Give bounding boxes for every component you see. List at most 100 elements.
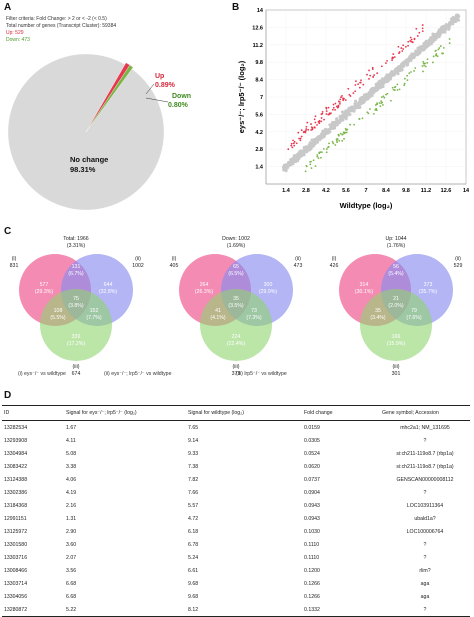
point-up [305,129,307,132]
point-down [383,96,386,99]
point-nochange [362,93,366,97]
pie-chart: Up 0.89% Down 0.80% No change 98.31% [7,53,191,211]
venn-label-i: (i) [332,256,337,262]
cell-id: 13293908 [4,437,28,444]
cell-signal-wildtype: 9.14 [188,437,199,444]
point-nochange [375,85,379,89]
point-nochange [423,41,427,45]
point-up [416,35,419,37]
panel-letter-c: C [4,226,12,237]
point-up [300,129,303,132]
venn-region-i-pct: (29.3%) [35,289,53,295]
point-down [337,133,340,136]
point-down [432,55,435,58]
point-down [442,52,444,55]
venn-region-iii: 224 [232,334,241,340]
cell-signal-wildtype: 7.65 [188,424,199,431]
point-up [313,118,316,121]
point-up [313,126,316,129]
point-nochange [284,169,288,173]
point-nochange [350,107,354,111]
cell-signal-wildtype: 9.68 [188,580,199,587]
point-down [375,107,378,110]
table-header-row: ID Signal for eys⁻/⁻; lrp5⁻/⁻ (log₂) Sig… [2,405,470,421]
cell-signal-mutant: 1.31 [66,515,77,522]
point-down [369,108,371,110]
venn-region-i-ii: 131 [72,264,81,270]
point-up [327,106,330,109]
point-up [325,113,328,115]
point-down [378,102,381,104]
cell-signal-wildtype: 5.57 [188,502,199,509]
point-up [310,126,313,129]
point-down [343,132,346,135]
down-count: Down: 473 [6,37,30,43]
venn-title: Down: 1002 [222,236,250,242]
point-nochange [434,33,438,37]
point-nochange [322,132,326,136]
point-up [343,97,345,100]
point-up [397,45,400,48]
up-count: Up: 529 [6,30,24,36]
x-tick-label: 5.6 [342,188,350,194]
point-up [290,144,293,147]
point-down [345,131,348,134]
point-down [361,117,364,120]
point-down [408,72,411,75]
cell-gene-symbol: ? [423,437,427,444]
point-nochange [370,89,374,93]
venn-region-iii-pct: (22.4%) [227,341,245,347]
point-nochange [421,47,425,51]
up-leader-line [145,83,155,95]
point-down [413,70,415,72]
point-up [409,36,412,39]
down-leader-line [145,97,169,103]
cell-fold-change: 0.1332 [302,603,380,617]
point-up [362,83,365,86]
point-up [421,30,424,33]
point-nochange [405,59,409,63]
point-up [357,83,359,86]
venn-region-ii-iii-pct: (7.6%) [406,315,422,321]
point-down [316,154,319,156]
venn-region-all-pct: (3.8%) [68,303,84,309]
venn-diagram: Down: 1002(1.69%) (i)405 (ii)473 (iii)373 26… [170,236,303,377]
point-up [376,72,379,75]
point-down [390,99,392,102]
point-up [321,110,324,113]
pie-up-label: Up [155,73,164,80]
y-tick-label: 11.2 [253,43,263,49]
point-nochange [290,157,294,161]
point-up [306,121,309,124]
point-down [442,46,445,49]
venn-region-ii-iii-pct: (7.7%) [86,315,102,321]
point-down [314,165,317,168]
x-tick-label: 8.4 [382,188,391,194]
venn-count-iii: 301 [392,371,401,377]
point-nochange [447,26,451,30]
point-down [339,132,342,135]
cell-signal-mutant: 3.38 [66,463,77,470]
cell-signal-wildtype: 8.12 [186,603,302,617]
point-nochange [380,81,384,85]
table-row: 13301580 3.60 6.78 0.1110? [2,538,470,551]
pie-slice-nochange [7,53,165,211]
point-nochange [289,162,293,166]
cell-fold-change: 0.0620 [304,463,320,470]
venn-label-ii: (ii) [455,256,461,262]
point-up [402,44,405,47]
point-nochange [379,85,383,89]
venn-region-iii: 166 [392,334,401,340]
point-up [320,120,323,123]
panel-letter-d: D [4,390,12,401]
table-row: 13184368 2.16 5.57 0.0943 LOC103911364 [2,499,470,512]
cell-gene-symbol: GENSCAN00000008112 [396,476,454,483]
pie-down-pct: 0.80% [168,102,189,109]
point-up [330,112,332,115]
point-nochange [359,96,363,100]
point-down [341,139,344,142]
cell-id: 13304056 [4,593,28,600]
point-nochange [354,99,358,103]
filter-criteria: Filter criteria: Fold Change: > 2 or < -… [6,16,107,22]
point-nochange [306,146,310,150]
